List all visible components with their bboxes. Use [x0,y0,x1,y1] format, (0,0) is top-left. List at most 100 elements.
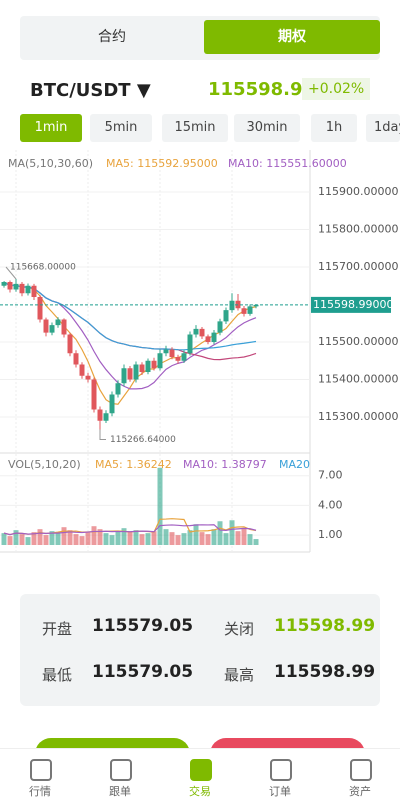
candle-body [43,319,49,333]
nav-label[interactable]: 交易 [189,785,211,798]
nav-label[interactable]: 行情 [29,785,51,798]
volume-bar [121,528,127,545]
low-label: 115266.64000 [110,435,176,445]
volume-bar [223,533,229,545]
volume-bar [43,535,49,545]
volume-bar [19,534,25,545]
volume-bar [79,536,85,545]
nav-label[interactable]: 跟单 [109,785,131,798]
y-tick-label: 115300.00000 [318,410,398,423]
candle-body [13,283,19,290]
volume-bar [193,524,199,545]
nav-icon[interactable] [190,759,212,781]
candle-body [67,334,73,354]
candle-body [193,328,199,335]
candle-body [163,349,169,354]
last-price-label: 115598.99000 [313,298,393,311]
tab[interactable]: 期权 [204,20,380,54]
y-tick-label: 115800.00000 [318,223,398,236]
volume-bar [61,527,67,545]
candle-body [205,336,211,342]
stat-value: 115579.05 [92,616,194,636]
high-pointer [5,266,17,280]
interval-button[interactable]: 1min [20,114,82,142]
candle-body [133,364,139,380]
interval-button[interactable]: 1day [366,114,400,142]
volume-bar [139,534,145,545]
nav-label[interactable]: 订单 [269,785,291,798]
volume-bar [211,529,217,545]
high-label: 115668.00000 [10,263,76,273]
interval-button[interactable]: 30min [234,114,300,142]
volume-bar [109,535,115,545]
interval-button[interactable]: 15min [162,114,228,142]
candle-body [109,394,115,414]
nav-icon[interactable] [110,759,132,781]
volume-bar [187,530,193,545]
pair[interactable]: BTC/USDT ▼ [30,80,151,101]
interval-button[interactable]: 5min [90,114,152,142]
volume-bar [91,526,97,545]
volume-bar [229,520,235,545]
y-tick-label: 115400.00000 [318,373,398,386]
vol-tick-label: 1.00 [318,528,343,541]
candle-body [229,300,235,311]
volume-bar [55,533,61,545]
volume-bar [7,536,13,545]
candle-body [157,353,163,369]
stat-value: 115598.99 [274,662,376,682]
nav-icon[interactable] [350,759,372,781]
candle-body [127,368,133,380]
volume-bar [163,529,169,545]
candle-body [1,282,7,286]
indicator-label: MA5: 1.36242 [95,458,172,471]
volume-bar [157,467,163,545]
tab[interactable]: 合约 [98,29,126,45]
candle-body [187,334,193,354]
candle-body [85,375,91,380]
volume-bar [247,534,253,545]
stat-label: 关闭 [224,620,255,638]
stats-panel: 开盘 115579.05 关闭 115598.99 最低 115579.05 最高 11559… [20,594,380,706]
nav-icon[interactable] [30,759,52,781]
interval-button[interactable]: 1h [311,114,357,142]
candle-body [169,349,175,357]
volume-bar [1,533,7,545]
price: 115598.99 [208,79,316,100]
indicator-label: MA(5,10,30,60) [8,157,93,170]
volume-bar [253,539,259,545]
candle-body [217,321,223,333]
candle-body [115,383,121,395]
volume-bar [97,529,103,545]
volume-bar [115,531,121,545]
volume-bar [205,534,211,545]
candle-body [61,319,67,335]
change: +0.02% [302,78,371,100]
candle-body [247,306,253,314]
volume-bar [25,537,31,545]
volume-bar [37,529,43,545]
candle-body [211,332,217,342]
y-tick-label: 115500.00000 [318,335,398,348]
candle-body [25,285,31,294]
nav-label[interactable]: 资产 [349,785,371,798]
indicator-label: VOL(5,10,20) [8,458,81,471]
y-tick-label: 115900.00000 [318,185,398,198]
candle-body [103,413,109,421]
y-tick-label: 115700.00000 [318,260,398,273]
nav-icon[interactable] [270,759,292,781]
candle-body [145,360,151,372]
stat-value: 115598.99 [274,616,376,636]
volume-bar [151,531,157,545]
candle-body [37,297,43,320]
volume-bar [181,533,187,545]
candle-body [49,325,55,333]
tab-bar: 合约 期权 [20,16,380,60]
ma-line [3,281,257,351]
indicator-label: MA10: 115551.60000 [228,157,347,170]
candle-body [175,357,181,361]
volume-bar [67,530,73,545]
ma-line [3,281,257,361]
chart: 115900.00000 115800.00000 115700.00000 1155… [0,150,398,553]
